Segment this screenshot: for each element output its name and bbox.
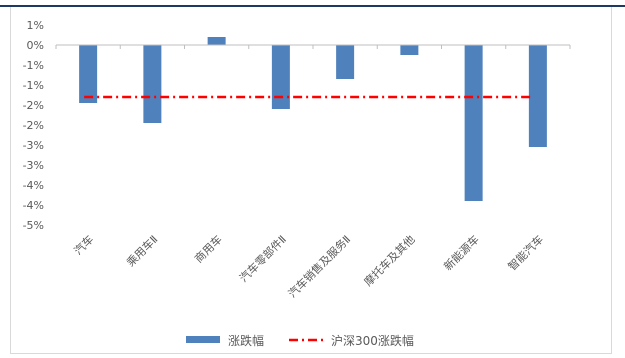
- y-tick-label: 0%: [27, 39, 44, 52]
- bar: [143, 45, 162, 123]
- x-tick-label: 汽车零部件Ⅱ: [236, 232, 289, 285]
- bar: [336, 45, 355, 79]
- bar: [400, 45, 419, 55]
- bar: [464, 45, 483, 201]
- y-tick-label: -1%: [23, 59, 44, 72]
- y-tick-label: -4%: [23, 199, 44, 212]
- legend-swatch-bar: [186, 336, 220, 343]
- y-tick-label: 1%: [27, 19, 44, 32]
- x-tick-label: 商用车: [192, 232, 225, 265]
- legend-label-line: 沪深300涨跌幅: [331, 333, 414, 348]
- y-tick-label: -2%: [23, 119, 44, 132]
- y-tick-label: -3%: [23, 139, 44, 152]
- bar: [79, 45, 98, 103]
- legend-label-bar: 涨跌幅: [228, 333, 264, 348]
- y-tick-label: -1%: [23, 79, 44, 92]
- x-tick-label: 汽车销售及服务Ⅱ: [285, 232, 353, 300]
- y-axis: 1% 0% -1% -1% -2% -2% -3% -3% -4% -4% -5%: [23, 19, 44, 232]
- y-tick-label: -4%: [23, 179, 44, 192]
- x-tick-label: 智能汽车: [505, 232, 546, 273]
- bars: [79, 37, 547, 201]
- y-tick-label: -3%: [23, 159, 44, 172]
- bar: [528, 45, 547, 147]
- x-tick-label: 乘用车Ⅱ: [123, 232, 160, 269]
- legend: 涨跌幅 沪深300涨跌幅: [186, 333, 414, 348]
- bar: [207, 37, 226, 45]
- x-tick-label: 汽车: [71, 232, 96, 257]
- top-rule: [0, 5, 625, 7]
- y-tick-label: -2%: [23, 99, 44, 112]
- x-tick-label: 摩托车及其他: [361, 232, 418, 289]
- x-tick-label: 新能源车: [441, 232, 482, 273]
- y-tick-label: -5%: [23, 219, 44, 232]
- bar: [271, 45, 290, 109]
- chart-border: [10, 7, 612, 354]
